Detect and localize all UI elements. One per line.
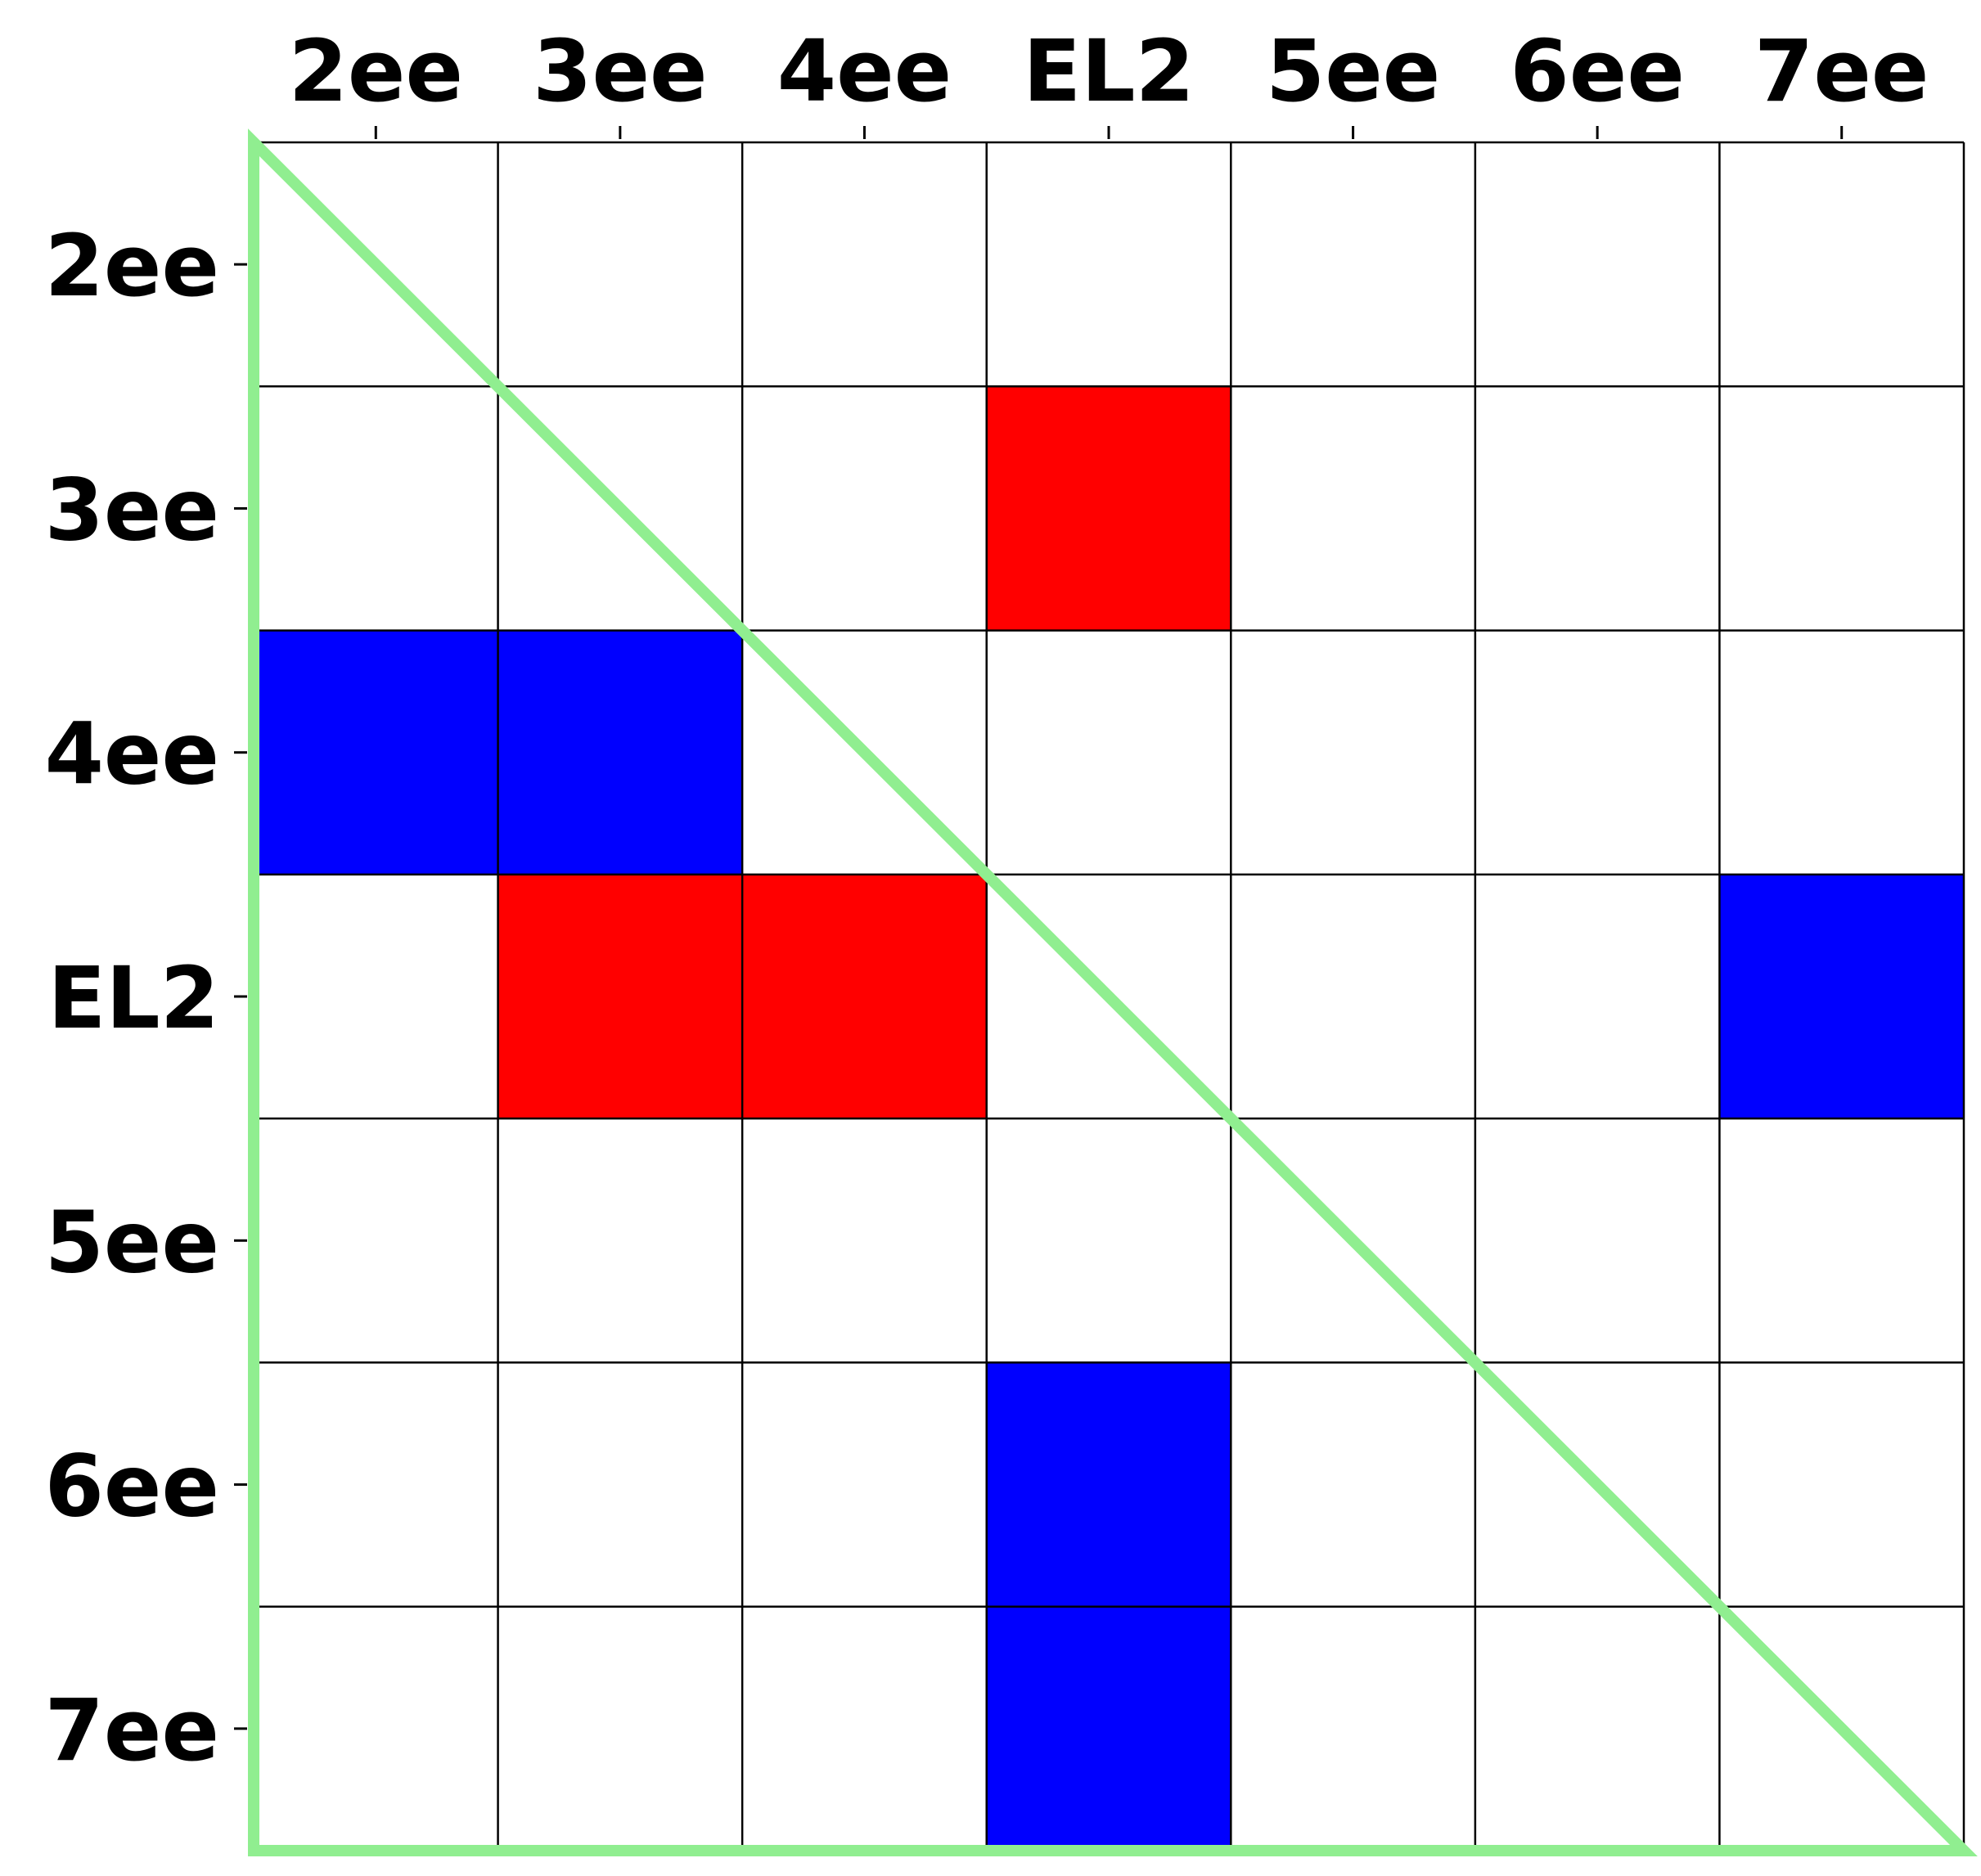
heatmap-cell-7ee-5ee — [1231, 1606, 1475, 1851]
x-axis-tick-labels: 2ee 3ee 4ee EL2 5ee 6ee 7ee — [289, 21, 1929, 121]
heatmap-cell-EL2-5ee — [1231, 874, 1475, 1119]
heatmap-cell-6ee-7ee — [1719, 1362, 1964, 1607]
heatmap-cell-6ee-2ee — [254, 1362, 498, 1607]
heatmap-cell-5ee-4ee — [742, 1118, 987, 1363]
x-tick-label: 7ee — [1754, 21, 1929, 121]
heatmap-cell-EL2-4ee — [742, 874, 987, 1119]
heatmap-cell-7ee-2ee — [254, 1606, 498, 1851]
heatmap-cell-7ee-6ee — [1474, 1606, 1720, 1851]
heatmap-cell-3ee-5ee — [1231, 386, 1475, 631]
heatmap-cell-EL2-2ee — [254, 874, 498, 1119]
heatmap-cell-4ee-5ee — [1231, 630, 1475, 875]
y-axis-tick-labels: 2ee 3ee 4ee EL2 5ee 6ee 7ee — [45, 216, 219, 1780]
heatmap-cell-4ee-3ee — [498, 630, 743, 875]
y-tick-label: 3ee — [45, 460, 219, 560]
heatmap-cell-6ee-4ee — [742, 1362, 987, 1607]
heatmap-cell-3ee-7ee — [1719, 386, 1964, 631]
x-tick-label: 5ee — [1266, 21, 1440, 121]
x-tick-label: 4ee — [777, 21, 952, 121]
heatmap-cell-2ee-3ee — [498, 142, 743, 387]
heatmap-cell-6ee-5ee — [1231, 1362, 1475, 1607]
y-tick-label: 7ee — [45, 1680, 219, 1780]
y-tick-label: 6ee — [45, 1437, 219, 1536]
heatmap-cell-5ee-2ee — [254, 1118, 498, 1363]
x-tick-label: 3ee — [533, 21, 707, 121]
heatmap-cell-2ee-4ee — [742, 142, 987, 387]
heatmap-cell-7ee-3ee — [498, 1606, 743, 1851]
heatmap-cell-EL2-7ee — [1719, 874, 1964, 1119]
heatmap-cell-3ee-2ee — [254, 386, 498, 631]
heatmap-cell-5ee-3ee — [498, 1118, 743, 1363]
y-tick-label: EL2 — [47, 948, 219, 1048]
heatmap-cell-4ee-6ee — [1474, 630, 1720, 875]
heatmap-cell-6ee-3ee — [498, 1362, 743, 1607]
heatmap-cell-3ee-EL2 — [986, 386, 1231, 631]
heatmap-cell-4ee-EL2 — [986, 630, 1231, 875]
x-tick-label: 6ee — [1510, 21, 1684, 121]
x-tick-label: EL2 — [1023, 21, 1195, 121]
heatmap-cell-2ee-6ee — [1474, 142, 1720, 387]
y-tick-label: 4ee — [45, 704, 219, 804]
x-tick-label: 2ee — [289, 21, 463, 121]
heatmap-cell-4ee-2ee — [254, 630, 498, 875]
heatmap-cell-2ee-5ee — [1231, 142, 1475, 387]
triangle-overlay-outline — [248, 128, 1978, 1856]
heatmap-cell-3ee-4ee — [742, 386, 987, 631]
y-tick-label: 2ee — [45, 216, 219, 316]
heatmap-cells — [254, 142, 1964, 1851]
heatmap-cell-EL2-6ee — [1474, 874, 1720, 1119]
heatmap-cell-4ee-7ee — [1719, 630, 1964, 875]
y-tick-label: 5ee — [45, 1192, 219, 1292]
heatmap-cell-5ee-EL2 — [986, 1118, 1231, 1363]
heatmap-cell-EL2-3ee — [498, 874, 743, 1119]
triangle-overlay — [248, 128, 1978, 1856]
heatmap-cell-2ee-EL2 — [986, 142, 1231, 387]
y-axis-ticks — [234, 263, 247, 1730]
heatmap-cell-3ee-6ee — [1474, 386, 1720, 631]
heatmap-cell-6ee-EL2 — [986, 1362, 1231, 1607]
heatmap-cell-2ee-7ee — [1719, 142, 1964, 387]
heatmap-cell-5ee-6ee — [1474, 1118, 1720, 1363]
heatmap-cell-7ee-4ee — [742, 1606, 987, 1851]
x-axis-ticks — [374, 126, 1844, 139]
heatmap-cell-5ee-7ee — [1719, 1118, 1964, 1363]
heatmap-cell-7ee-EL2 — [986, 1606, 1231, 1851]
